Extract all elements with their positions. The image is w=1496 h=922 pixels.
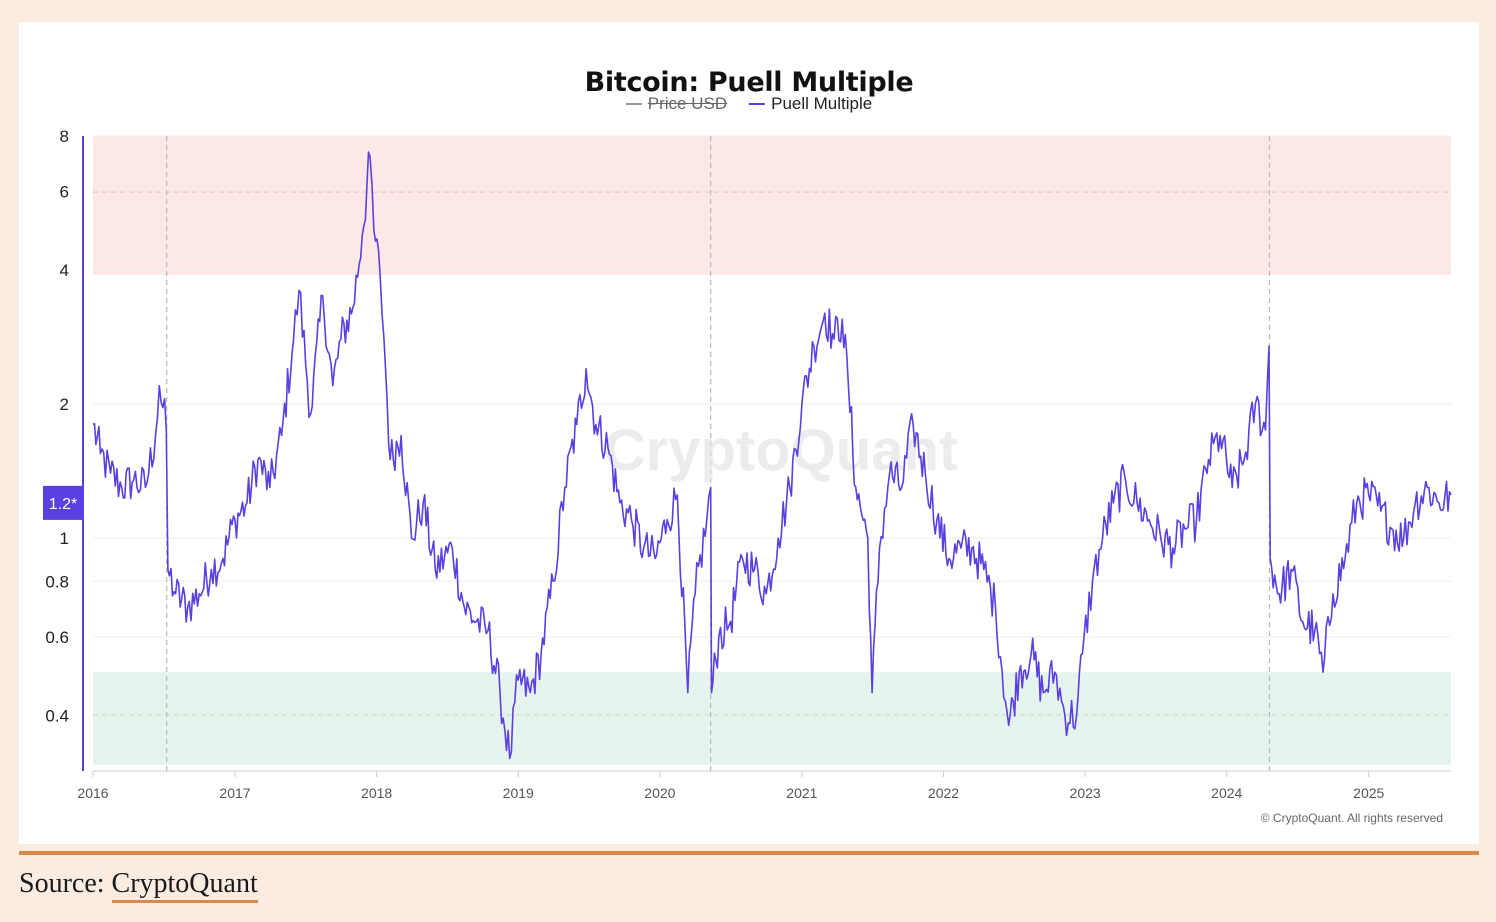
watermark: CryptoQuant	[604, 418, 958, 483]
x-tick-label: 2018	[361, 785, 392, 801]
current-value-badge	[43, 485, 84, 520]
series-group	[92, 151, 1452, 760]
source-prefix: Source:	[19, 868, 112, 899]
x-tick-label: 2016	[77, 785, 108, 801]
legend-item-puell[interactable]: Puell Multiple	[749, 94, 872, 114]
y-tick-label: 8	[60, 127, 69, 146]
source-link[interactable]: CryptoQuant	[111, 868, 258, 903]
legend-swatch-puell	[749, 103, 766, 105]
divider	[19, 851, 1479, 855]
y-tick-label: 0.4	[45, 706, 69, 725]
legend-label-price: Price USD	[647, 94, 728, 113]
current-value-label: 1.2*	[43, 485, 84, 520]
x-tick-label: 2017	[219, 785, 250, 801]
zone-undervalued	[93, 672, 1451, 765]
y-tick-label: 6	[60, 183, 69, 202]
x-tick-label: 2020	[644, 785, 675, 801]
x-tick-label: 2025	[1353, 785, 1384, 801]
x-tick-label: 2019	[503, 785, 534, 801]
y-tick-label: 1	[60, 529, 69, 548]
legend-swatch-price	[625, 103, 642, 105]
source-line: Source: CryptoQuant	[19, 868, 258, 903]
y-axis: 8 6 4 2 1 0.8 0.6 0.4	[45, 127, 84, 771]
chart-title: Bitcoin: Puell Multiple	[584, 67, 914, 98]
copyright-notice: © CryptoQuant. All rights reserved	[1260, 811, 1443, 825]
x-axis: 2016 2017 2018 2019 2020 2021 2022 2023 2024 2025	[77, 770, 1451, 801]
zone-overvalued	[93, 136, 1451, 275]
legend: Price USD Puell Multiple	[19, 94, 1479, 114]
chart-card: CryptoQuant 8 6 4 2 1 0.8 0.6 0.4 2016 2017 2018 2…	[19, 22, 1479, 844]
y-tick-label: 4	[60, 261, 69, 280]
x-tick-label: 2021	[786, 785, 817, 801]
series-line-puell-multiple	[92, 151, 1452, 760]
y-tick-label: 0.8	[45, 572, 69, 591]
y-tick-label: 2	[60, 395, 69, 414]
legend-item-price[interactable]: Price USD	[625, 94, 728, 114]
legend-label-puell: Puell Multiple	[771, 94, 873, 113]
x-tick-label: 2024	[1211, 785, 1242, 801]
x-tick-label: 2023	[1070, 785, 1101, 801]
x-tick-label: 2022	[928, 785, 959, 801]
y-tick-label: 0.6	[45, 628, 69, 647]
zones	[93, 136, 1451, 765]
current-value-text: 1.2*	[49, 496, 77, 513]
